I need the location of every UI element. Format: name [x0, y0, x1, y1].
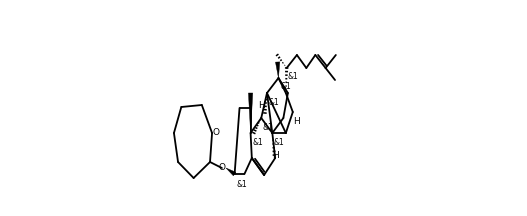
Text: H: H	[259, 100, 265, 110]
Text: O: O	[213, 128, 220, 137]
Text: H: H	[293, 118, 299, 127]
Text: &1: &1	[252, 138, 263, 147]
Text: &1: &1	[236, 180, 247, 189]
Text: H: H	[272, 151, 279, 159]
Text: &1: &1	[273, 138, 284, 147]
Text: &1: &1	[268, 98, 279, 107]
Text: O: O	[218, 164, 226, 173]
Text: &1: &1	[287, 72, 298, 81]
Polygon shape	[226, 168, 236, 176]
Polygon shape	[276, 62, 280, 78]
Text: &1: &1	[280, 82, 291, 91]
Polygon shape	[248, 93, 253, 133]
Text: &1: &1	[262, 123, 273, 132]
